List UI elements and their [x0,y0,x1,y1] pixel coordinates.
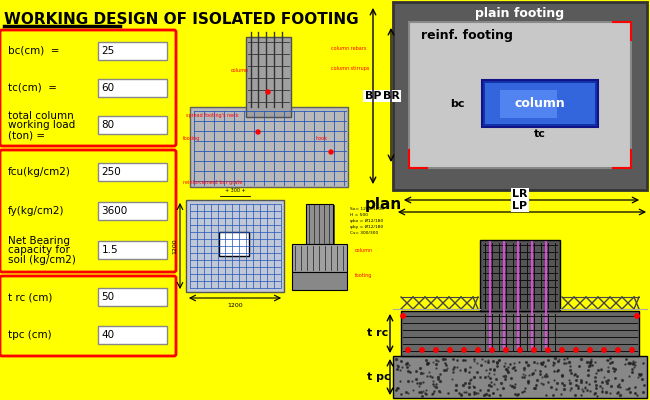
Bar [186,200,284,292]
FancyBboxPatch shape [0,150,176,272]
Text: t rc (cm): t rc (cm) [8,292,53,302]
Text: 1.5: 1.5 [101,245,118,255]
Text: 250: 250 [101,167,121,177]
Text: Net Bearing: Net Bearing [8,236,70,246]
Text: working load: working load [8,120,75,130]
Text: hook: hook [316,136,328,141]
Text: plain footing: plain footing [475,8,565,20]
Text: soil (kg/cm2): soil (kg/cm2) [8,255,76,265]
Text: t rc: t rc [367,328,388,338]
Bar [401,311,639,356]
Text: WORKING DESIGN OF ISOLATED FOOTING: WORKING DESIGN OF ISOLATED FOOTING [4,12,359,27]
Text: column: column [231,68,249,73]
Circle shape [448,348,452,352]
Text: fy(kg/cm2): fy(kg/cm2) [8,206,64,216]
Bar [98,326,167,344]
Circle shape [476,348,480,352]
Text: 40: 40 [101,330,114,340]
Bar [292,272,347,290]
Text: φby = Ø12/180: φby = Ø12/180 [350,225,384,229]
Circle shape [518,348,522,352]
Bar [219,232,249,256]
Circle shape [630,348,634,352]
Circle shape [602,348,606,352]
Bar [409,22,631,168]
Text: 1200: 1200 [227,303,243,308]
FancyBboxPatch shape [0,30,176,146]
Text: bc: bc [450,99,464,109]
Bar [482,80,598,127]
Text: column rebars: column rebars [331,46,367,51]
Text: capacity for: capacity for [8,245,70,255]
Bar [98,288,167,306]
Text: tpc (cm): tpc (cm) [8,330,51,340]
FancyBboxPatch shape [0,276,176,356]
Text: BR: BR [383,91,400,101]
Circle shape [635,314,639,318]
Bar [98,116,167,134]
Circle shape [532,348,536,352]
Text: tc: tc [534,129,546,139]
Circle shape [574,348,578,352]
Circle shape [462,348,466,352]
FancyBboxPatch shape [190,107,348,187]
Text: 3600: 3600 [101,206,127,216]
Bar [393,2,647,190]
Text: reinforcement bar grate: reinforcement bar grate [183,180,242,185]
Text: column: column [515,97,566,110]
Text: H = 500: H = 500 [350,213,368,217]
Text: total column: total column [8,110,73,120]
Circle shape [401,314,405,318]
Circle shape [616,348,620,352]
Text: BP: BP [365,91,382,101]
Text: plan: plan [365,196,402,212]
Text: footing: footing [355,273,372,278]
Text: (ton) =: (ton) = [8,130,45,140]
Bar [98,241,167,259]
Circle shape [329,150,333,154]
Text: column stirrups: column stirrups [331,66,369,71]
Text: Sx= 1200/1200: Sx= 1200/1200 [350,207,384,211]
Bar [98,163,167,181]
Bar [306,204,333,244]
Text: tc(cm)  =: tc(cm) = [8,83,57,93]
Circle shape [504,348,508,352]
Text: 60: 60 [101,83,114,93]
Text: column: column [355,248,373,253]
Text: 80: 80 [101,120,114,130]
Text: fcu(kg/cm2): fcu(kg/cm2) [8,167,71,177]
Text: 1200: 1200 [172,238,177,254]
Text: bc(cm)  =: bc(cm) = [8,46,60,56]
Text: footing: footing [183,136,200,141]
Circle shape [560,348,564,352]
Text: LP: LP [512,201,528,211]
Circle shape [434,348,438,352]
Bar [500,90,557,118]
Circle shape [490,348,494,352]
Text: φbx = Ø12/180: φbx = Ø12/180 [350,219,384,223]
Bar [292,244,347,272]
Bar [98,202,167,220]
Text: 50: 50 [101,292,114,302]
Text: reinf. footing: reinf. footing [421,28,513,42]
Text: 25: 25 [101,46,114,56]
Bar [486,83,595,124]
Text: spread footing's neck: spread footing's neck [186,113,239,118]
Circle shape [420,348,424,352]
Text: + 300 +: + 300 + [225,188,245,193]
Bar [480,240,560,311]
Text: Cs= 300/300: Cs= 300/300 [350,231,378,235]
Bar [393,356,647,398]
Text: t pc: t pc [367,372,391,382]
Circle shape [546,348,550,352]
Circle shape [266,90,270,94]
Circle shape [256,130,260,134]
Bar [246,37,291,117]
Circle shape [406,348,410,352]
Bar [98,79,167,97]
Text: LR: LR [512,189,528,199]
Bar [98,42,167,60]
Circle shape [588,348,592,352]
